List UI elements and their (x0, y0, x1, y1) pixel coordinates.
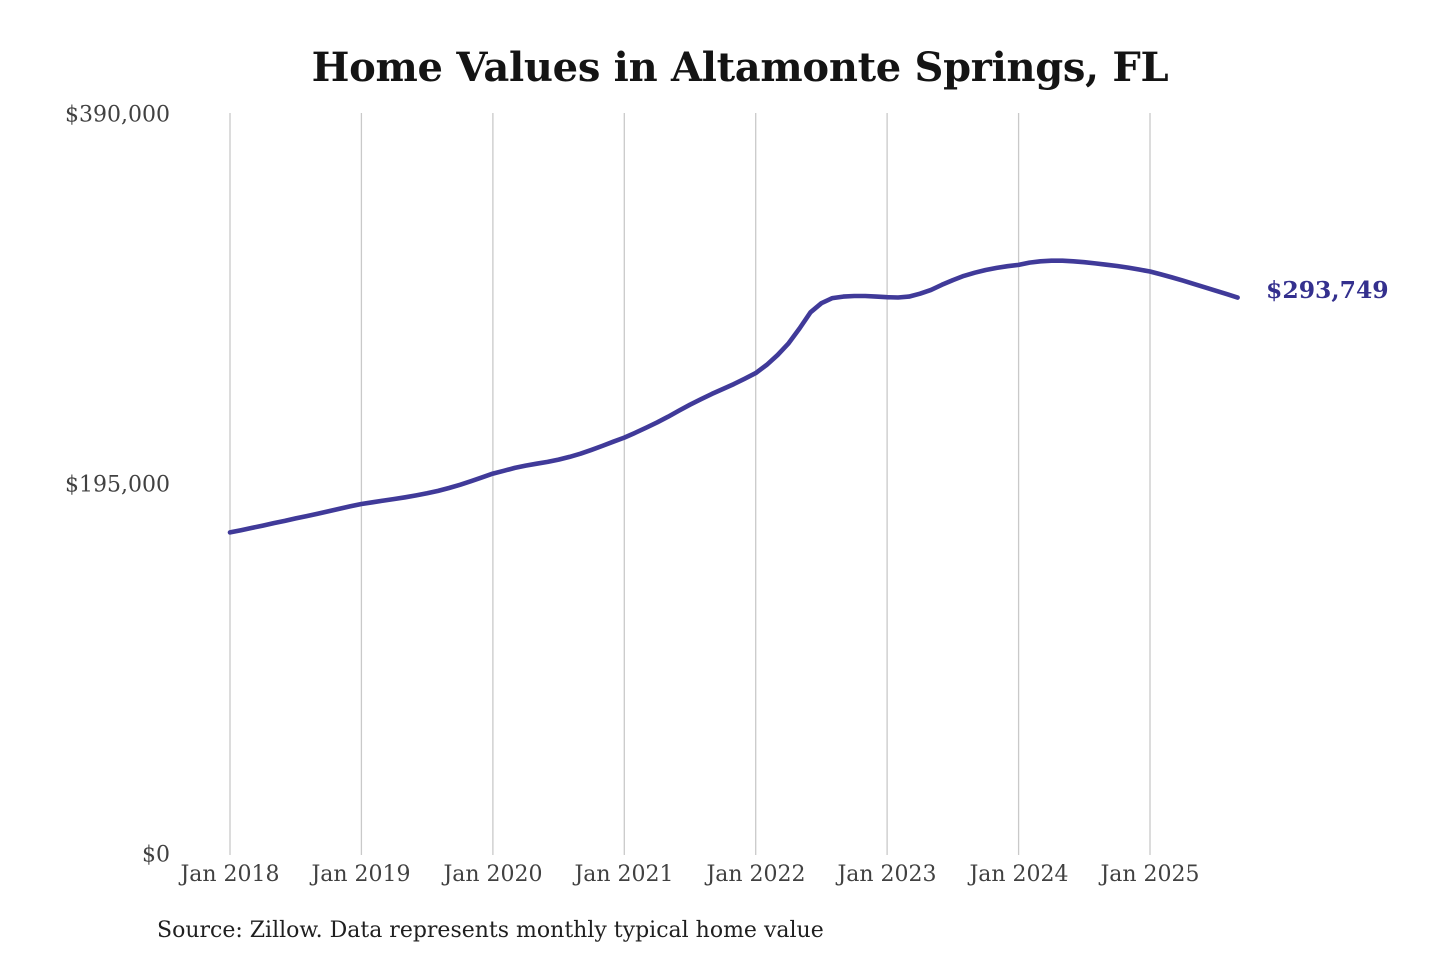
latest-value-label: $293,749 (1266, 276, 1389, 304)
source-note: Source: Zillow. Data represents monthly … (157, 918, 824, 943)
y-axis-tick-label: $0 (142, 842, 170, 868)
y-axis-tick-label: $195,000 (65, 472, 170, 498)
home-value-line (227, 258, 1240, 535)
x-axis-tick-label: Jan 2018 (180, 862, 280, 887)
x-axis-tick-label: Jan 2025 (1100, 862, 1200, 887)
x-axis-tick-label: Jan 2019 (311, 862, 411, 887)
chart-title: Home Values in Altamonte Springs, FL (311, 44, 1169, 91)
y-axis-tick-label: $390,000 (65, 102, 170, 128)
x-axis-tick-label: Jan 2020 (443, 862, 543, 887)
x-axis-tick-label: Jan 2024 (969, 862, 1069, 887)
x-axis-tick-label: Jan 2022 (706, 862, 806, 887)
x-axis-tick-label: Jan 2023 (837, 862, 937, 887)
x-axis-tick-label: Jan 2021 (574, 862, 674, 887)
